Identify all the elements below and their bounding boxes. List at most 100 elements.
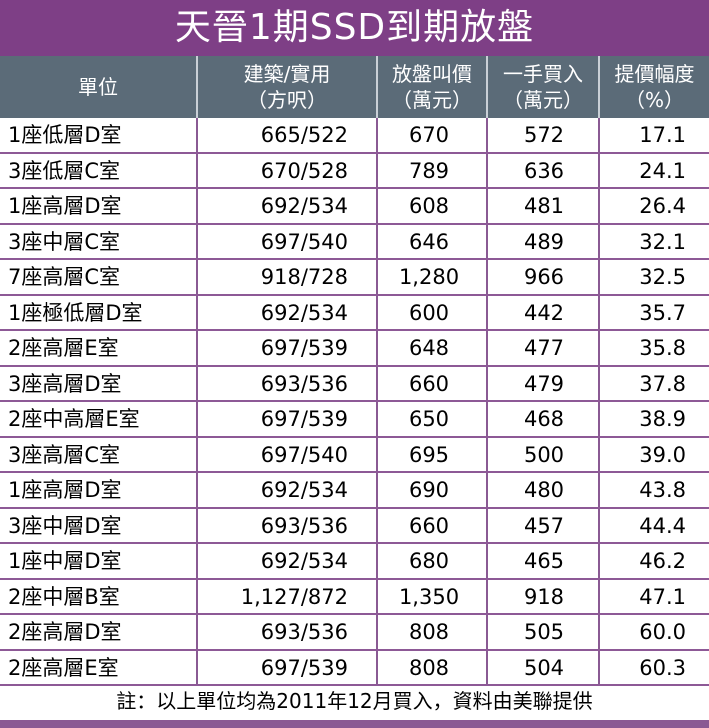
- footnote: 註：以上單位均為2011年12月買入，資料由美聯提供: [0, 686, 709, 728]
- unit-cell: 3座高層C室: [8, 442, 121, 467]
- header-pct-line2: （%）: [624, 88, 684, 112]
- ask-price-cell: 690: [408, 478, 450, 502]
- increase-pct-cell: 47.1: [639, 584, 686, 609]
- increase-pct-cell: 60.3: [639, 655, 686, 680]
- header-divider: [376, 56, 378, 118]
- ask-price-cell: 1,350: [398, 584, 460, 609]
- ask-price-cell: 650: [408, 407, 450, 431]
- ask-price-cell: 660: [408, 371, 450, 396]
- header-ask-line1: 放盤叫價: [392, 62, 472, 86]
- ask-price-cell: 1,280: [398, 265, 460, 289]
- ask-price-cell: 789: [408, 158, 450, 183]
- area-cell: 918/728: [260, 265, 348, 289]
- area-cell: 692/534: [260, 300, 348, 325]
- column-divider: [196, 56, 198, 684]
- unit-cell: 7座高層C室: [8, 265, 121, 289]
- column-divider: [486, 56, 488, 684]
- buy-price-cell: 479: [523, 371, 565, 396]
- table-header: 單位 建築/實用 （方呎） 放盤叫價 （萬元） 一手買入 （萬元） 提價幅度 （…: [0, 56, 709, 118]
- header-ask-line2: （萬元）: [392, 88, 472, 112]
- table-row: 3座高層D室 693/536 660 479 37.8: [0, 367, 709, 402]
- table-body: 1座低層D室 665/522 670 572 17.1 3座低層C室 670/528 789 6…: [0, 118, 709, 686]
- table-row: 3座中層C室 697/540 646 489 32.1: [0, 225, 709, 260]
- header-area: 建築/實用 （方呎）: [198, 56, 376, 118]
- unit-cell: 2座中層B室: [8, 584, 120, 609]
- unit-cell: 1座極低層D室: [8, 300, 143, 325]
- area-cell: 697/540: [260, 442, 348, 467]
- area-cell: 697/539: [260, 655, 348, 680]
- table-row: 3座高層C室 697/540 695 500 39.0: [0, 438, 709, 473]
- buy-price-cell: 465: [523, 549, 565, 573]
- unit-cell: 1座高層D室: [8, 194, 122, 218]
- buy-price-cell: 442: [523, 300, 565, 325]
- area-cell: 697/539: [260, 407, 348, 431]
- increase-pct-cell: 44.4: [639, 513, 686, 538]
- area-cell: 665/522: [260, 123, 348, 147]
- buy-price-cell: 572: [523, 123, 565, 147]
- increase-pct-cell: 38.9: [639, 407, 686, 431]
- increase-pct-cell: 35.8: [639, 336, 686, 360]
- table-row: 2座高層E室 697/539 808 504 60.3: [0, 651, 709, 686]
- increase-pct-cell: 26.4: [639, 194, 686, 218]
- increase-pct-cell: 46.2: [639, 549, 686, 573]
- header-unit-label: 單位: [78, 75, 118, 99]
- table-row: 2座中高層E室 697/539 650 468 38.9: [0, 402, 709, 438]
- header-ask: 放盤叫價 （萬元）: [378, 56, 486, 118]
- ask-price-cell: 648: [408, 336, 450, 360]
- ask-price-cell: 608: [408, 194, 450, 218]
- table-row: 2座高層D室 693/536 808 505 60.0: [0, 615, 709, 651]
- table-row: 3座低層C室 670/528 789 636 24.1: [0, 154, 709, 189]
- area-cell: 693/536: [260, 371, 348, 396]
- footer-bar: [0, 720, 709, 728]
- ask-price-cell: 670: [408, 123, 450, 147]
- table-row: 2座中層B室 1,127/872 1,350 918 47.1: [0, 580, 709, 615]
- header-area-line2: （方呎）: [247, 88, 327, 112]
- area-cell: 670/528: [260, 158, 348, 183]
- unit-cell: 1座高層D室: [8, 478, 122, 502]
- header-buy-line1: 一手買入: [503, 62, 583, 86]
- buy-price-cell: 918: [523, 584, 565, 609]
- column-divider: [376, 56, 378, 684]
- increase-pct-cell: 17.1: [639, 123, 686, 147]
- unit-cell: 2座中高層E室: [8, 407, 140, 431]
- buy-price-cell: 505: [523, 620, 565, 644]
- increase-pct-cell: 35.7: [639, 300, 686, 325]
- buy-price-cell: 457: [523, 513, 565, 538]
- header-unit: 單位: [0, 56, 196, 118]
- table-row: 1座極低層D室 692/534 600 442 35.7: [0, 296, 709, 331]
- increase-pct-cell: 37.8: [639, 371, 686, 396]
- area-cell: 692/534: [260, 549, 348, 573]
- buy-price-cell: 477: [523, 336, 565, 360]
- table-row: 1座高層D室 692/534 690 480 43.8: [0, 473, 709, 509]
- header-buy-line2: （萬元）: [503, 88, 583, 112]
- footnote-text: 註：以上單位均為2011年12月買入，資料由美聯提供: [116, 689, 593, 713]
- buy-price-cell: 636: [523, 158, 565, 183]
- ask-price-cell: 808: [408, 620, 450, 644]
- ask-price-cell: 695: [408, 442, 450, 467]
- ask-price-cell: 808: [408, 655, 450, 680]
- unit-cell: 1座中層D室: [8, 549, 122, 573]
- unit-cell: 3座高層D室: [8, 371, 122, 396]
- unit-cell: 2座高層D室: [8, 620, 122, 644]
- ask-price-cell: 660: [408, 513, 450, 538]
- increase-pct-cell: 39.0: [639, 442, 686, 467]
- increase-pct-cell: 24.1: [639, 158, 686, 183]
- header-divider: [486, 56, 488, 118]
- area-cell: 693/536: [260, 513, 348, 538]
- buy-price-cell: 480: [523, 478, 565, 502]
- increase-pct-cell: 32.1: [639, 229, 686, 254]
- unit-cell: 1座低層D室: [8, 123, 122, 147]
- header-area-line1: 建築/實用: [243, 62, 331, 86]
- buy-price-cell: 500: [523, 442, 565, 467]
- increase-pct-cell: 43.8: [639, 478, 686, 502]
- increase-pct-cell: 60.0: [639, 620, 686, 644]
- header-buy: 一手買入 （萬元）: [488, 56, 598, 118]
- table-row: 1座高層D室 692/534 608 481 26.4: [0, 189, 709, 225]
- area-cell: 692/534: [260, 194, 348, 218]
- unit-cell: 3座低層C室: [8, 158, 121, 183]
- area-cell: 697/540: [260, 229, 348, 254]
- buy-price-cell: 481: [523, 194, 565, 218]
- buy-price-cell: 489: [523, 229, 565, 254]
- increase-pct-cell: 32.5: [639, 265, 686, 289]
